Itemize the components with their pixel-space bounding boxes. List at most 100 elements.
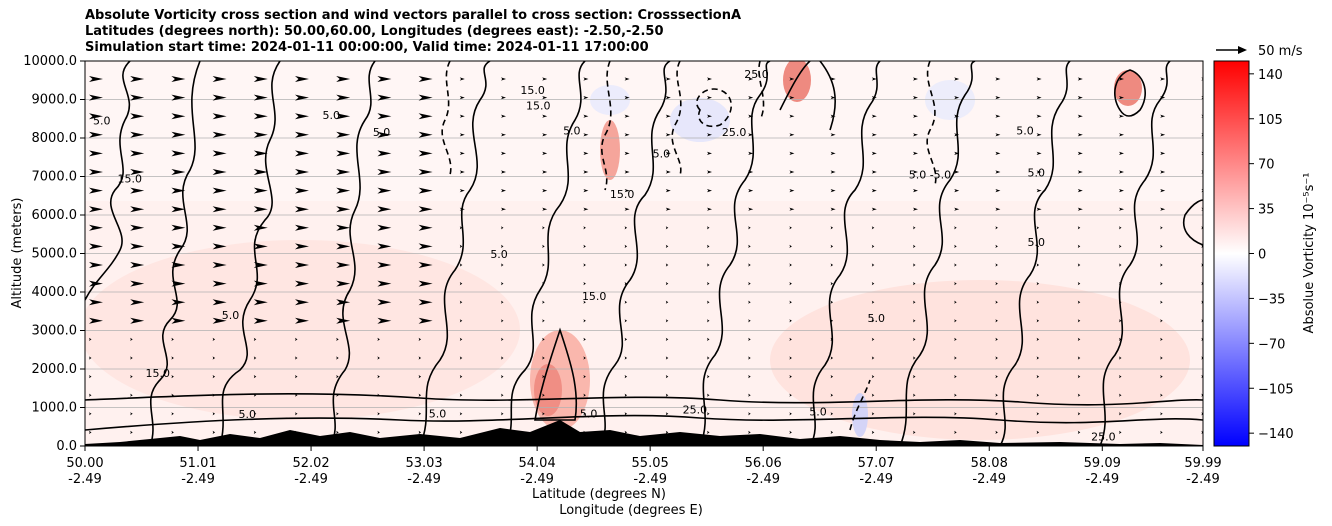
wind-vector xyxy=(871,114,877,118)
wind-vector xyxy=(995,133,1001,137)
wind-vector xyxy=(377,169,392,175)
wind-vector xyxy=(707,114,712,118)
wind-vector xyxy=(954,207,960,211)
wind-vector xyxy=(624,263,628,267)
wind-vector xyxy=(913,412,916,416)
terrain xyxy=(85,420,1203,446)
wind-vector xyxy=(171,280,186,287)
x-tick-label-lon: -2.49 xyxy=(746,472,780,487)
wind-vector xyxy=(1036,412,1040,416)
wind-vector xyxy=(748,412,751,416)
wind-vector xyxy=(1119,189,1124,193)
wind-vector xyxy=(1077,393,1081,397)
wind-vector xyxy=(995,375,998,379)
wind-vector xyxy=(1160,96,1166,100)
wind-vector xyxy=(1036,77,1042,81)
wind-vector xyxy=(665,263,669,267)
wind-vector xyxy=(459,356,463,360)
wind-vector xyxy=(542,337,545,341)
wind-vector xyxy=(830,300,834,304)
wind-vector xyxy=(871,337,875,341)
wind-vector xyxy=(295,375,298,379)
wind-vector xyxy=(377,375,380,379)
wind-vector xyxy=(707,356,710,360)
wind-vector xyxy=(583,96,589,100)
wind-vector xyxy=(1077,375,1081,379)
wind-vector xyxy=(459,77,465,81)
wind-vector xyxy=(1077,189,1083,193)
wind-vector xyxy=(501,133,506,137)
wind-vector xyxy=(624,114,630,118)
wind-vector xyxy=(253,356,257,360)
wind-vector xyxy=(295,337,298,341)
wind-vector xyxy=(748,337,751,341)
wind-vector xyxy=(707,337,710,341)
wind-vector xyxy=(830,96,836,100)
wind-vector xyxy=(665,77,671,81)
wind-vector xyxy=(130,187,145,194)
wind-vector xyxy=(130,299,145,306)
contour-label: 25.0 xyxy=(722,126,747,139)
contour-label: 5.0 xyxy=(490,248,508,261)
wind-vector xyxy=(212,356,216,360)
wind-vector xyxy=(212,113,227,120)
wind-vector xyxy=(418,412,422,416)
wind-vector xyxy=(171,375,174,379)
contour-label: 5.0 xyxy=(222,309,240,322)
wind-vector xyxy=(748,282,751,286)
wind-vector xyxy=(624,77,630,81)
wind-vector xyxy=(212,243,227,250)
x-tick-label-lat: 54.04 xyxy=(519,456,556,471)
wind-vector xyxy=(501,356,504,360)
wind-vector xyxy=(1036,430,1040,434)
wind-vector xyxy=(789,133,795,137)
wind-vector xyxy=(748,114,754,118)
wind-vector xyxy=(130,76,145,82)
wind-vector xyxy=(377,76,392,82)
wind-vector xyxy=(501,170,506,174)
wind-vector xyxy=(748,263,751,267)
wind-vector xyxy=(1160,319,1163,323)
wind-vector xyxy=(89,356,92,360)
wind-vector xyxy=(1036,337,1040,341)
wind-vector xyxy=(665,393,669,397)
wind-vector xyxy=(954,412,957,416)
contour-label: 15.0 xyxy=(118,172,143,185)
wind-vector xyxy=(748,189,754,193)
wind-vector xyxy=(954,356,957,360)
chart-title-line-3: Simulation start time: 2024-01-11 00:00:… xyxy=(85,40,649,55)
wind-vector xyxy=(459,151,465,155)
wind-vector xyxy=(789,300,792,304)
wind-vector xyxy=(1160,151,1166,155)
wind-vector xyxy=(336,206,351,213)
wind-vector xyxy=(583,77,589,81)
wind-vector xyxy=(830,282,834,286)
vorticity-field xyxy=(85,61,1203,446)
wind-vector xyxy=(253,113,268,120)
wind-vector xyxy=(130,412,133,416)
wind-vector xyxy=(459,133,465,137)
wind-vector xyxy=(501,337,504,341)
wind-vector xyxy=(336,262,351,268)
wind-vector xyxy=(1160,356,1163,360)
wind-vector xyxy=(336,412,339,416)
wind-vector xyxy=(913,207,918,211)
wind-vector xyxy=(171,169,186,175)
wind-vector xyxy=(253,76,268,82)
wind-vector xyxy=(89,317,103,324)
wind-vector xyxy=(1119,226,1122,230)
wind-vector xyxy=(1160,300,1163,304)
wind-vector xyxy=(171,224,186,231)
wind-vector xyxy=(295,150,309,157)
wind-vector xyxy=(995,393,998,397)
x-tick-label-lat: 55.05 xyxy=(632,456,669,471)
wind-vector xyxy=(1160,263,1163,267)
wind-vector xyxy=(583,189,589,193)
wind-vector xyxy=(501,263,504,267)
wind-vector xyxy=(130,224,145,231)
wind-vector xyxy=(336,393,339,397)
wind-vector xyxy=(871,393,875,397)
wind-vector xyxy=(707,244,710,248)
wind-vector xyxy=(789,96,795,100)
grid-lines xyxy=(85,99,1203,408)
